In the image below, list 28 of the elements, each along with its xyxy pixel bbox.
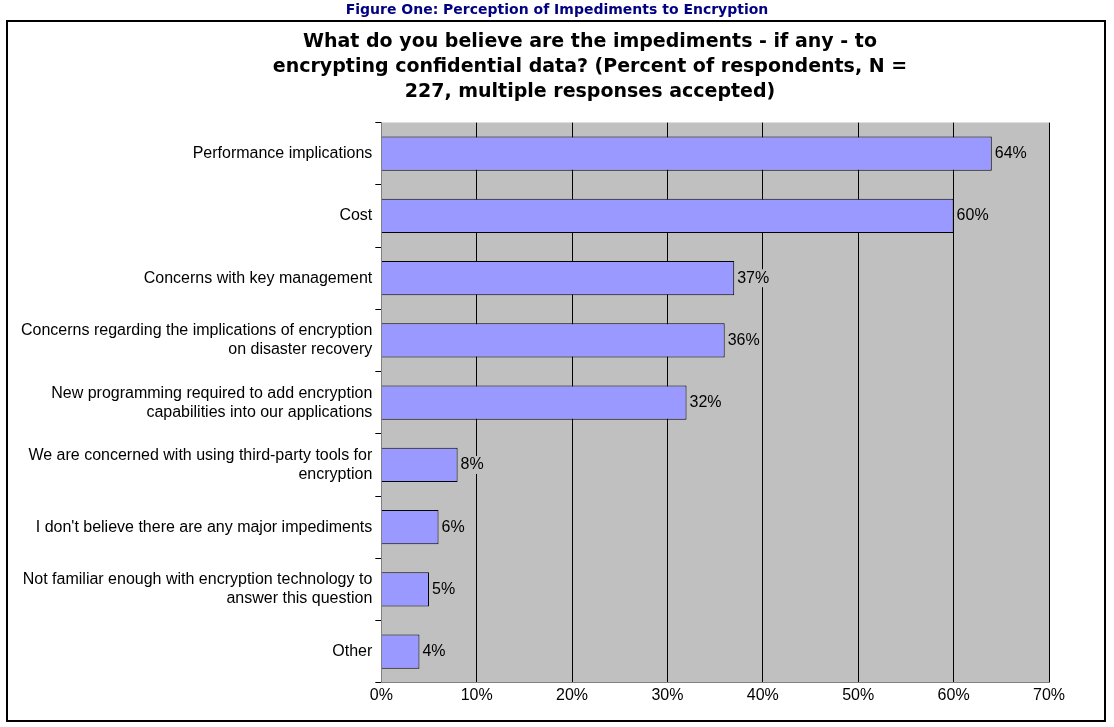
x-tick-label: 70% — [1032, 685, 1066, 703]
x-tick-label: 20% — [556, 685, 589, 703]
y-tick-label: Concerns regarding the implications of encryption on disaster recovery — [21, 321, 373, 358]
y-tick-label: I don't believe there are any major impediments — [35, 517, 373, 535]
data-label: 6% — [441, 517, 465, 535]
data-label: 32% — [689, 393, 722, 411]
data-label: 5% — [431, 579, 456, 597]
x-tick-label: 60% — [937, 685, 970, 703]
y-tick-label: Performance implications — [192, 144, 373, 162]
y-tick-label: New programming required to add encryption capabilities into our applications — [51, 383, 373, 420]
y-tick-label: Cost — [339, 206, 373, 224]
x-tick-label: 40% — [746, 685, 779, 703]
x-tick-label: 10% — [460, 685, 493, 703]
y-tick-label: Concerns with key management — [143, 268, 373, 286]
x-tick-label: 50% — [842, 685, 875, 703]
y-tick-label: We are concerned with using third-party tools for encryption — [28, 445, 373, 482]
x-tick-label: 0% — [369, 685, 393, 703]
chart-title: Figure One: Perception of Impediments to Encryption — [344, 0, 770, 18]
data-label: 8% — [460, 455, 484, 473]
data-label: 36% — [727, 330, 760, 348]
y-tick-label: Other — [332, 642, 373, 660]
data-label: 37% — [737, 268, 770, 286]
data-label: 60% — [956, 206, 989, 224]
x-tick-label: 30% — [651, 685, 684, 703]
chart-subtitle: What do you believe are the impediments - if any - to encrypting confidential data? (Percent of respondents, N = 227, multiple responses accepted) — [271, 28, 909, 103]
data-label: 64% — [994, 144, 1027, 162]
y-tick-label: Not familiar enough with encryption technology to answer this question — [22, 570, 373, 607]
data-label: 4% — [422, 642, 446, 660]
